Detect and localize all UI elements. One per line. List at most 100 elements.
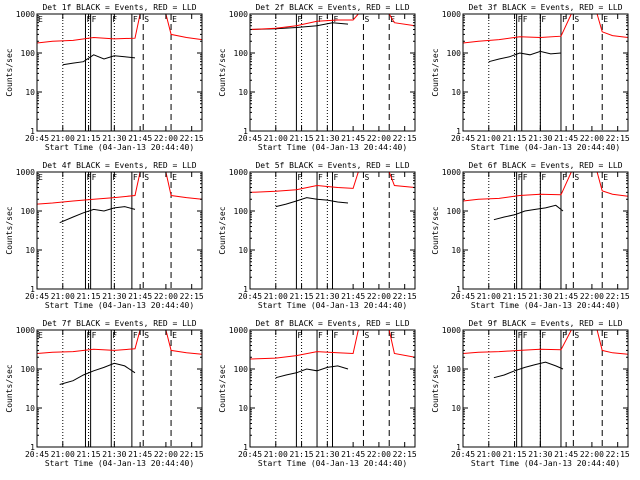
x-axis-label: Start Time (04-Jan-13 20:44:40) xyxy=(45,301,194,310)
x-tick-label: 22:15 xyxy=(606,134,630,143)
interval-marker-label: F xyxy=(318,15,323,24)
interval-marker-label: F xyxy=(92,331,97,340)
y-axis-label: Counts/sec xyxy=(218,364,227,412)
interval-marker-label: F xyxy=(86,173,91,182)
y-tick-label: 1 xyxy=(243,127,248,136)
y-tick-label: 1000 xyxy=(229,168,248,177)
y-tick-label: 1000 xyxy=(442,326,461,335)
plot-frame xyxy=(36,13,203,132)
x-tick-label: 21:45 xyxy=(341,292,365,301)
x-tick-label: 22:00 xyxy=(154,292,178,301)
x-tick-label: 21:00 xyxy=(477,292,501,301)
x-axis-label: Start Time (04-Jan-13 20:44:40) xyxy=(258,301,407,310)
y-tick-label: 1 xyxy=(456,127,461,136)
x-tick-label: 21:15 xyxy=(503,292,527,301)
x-tick-label: 21:15 xyxy=(290,450,314,459)
y-tick-label: 100 xyxy=(447,49,462,58)
interval-marker-label: F xyxy=(518,15,523,24)
y-axis-label: Counts/sec xyxy=(218,48,227,96)
x-tick-label: 21:15 xyxy=(290,292,314,301)
y-tick-label: 100 xyxy=(447,365,462,374)
y-tick-label: 10 xyxy=(238,88,248,97)
y-tick-label: 1000 xyxy=(16,326,35,335)
y-tick-label: 1 xyxy=(243,443,248,452)
y-tick-label: 100 xyxy=(234,49,249,58)
y-tick-label: 100 xyxy=(21,365,36,374)
x-tick-label: 21:45 xyxy=(341,450,365,459)
interval-marker-label: S xyxy=(144,15,149,24)
series-events xyxy=(59,206,136,224)
interval-marker-label: F xyxy=(112,331,117,340)
interval-marker-label: E xyxy=(38,331,43,340)
chart-title: Det 8f BLACK = Events, RED = LLD xyxy=(255,319,409,328)
interval-marker-label: F xyxy=(318,173,323,182)
x-tick-label: 21:30 xyxy=(102,450,126,459)
x-axis-label: Start Time (04-Jan-13 20:44:40) xyxy=(471,143,620,152)
x-axis-label: Start Time (04-Jan-13 20:44:40) xyxy=(258,459,407,468)
y-tick-label: 100 xyxy=(234,207,249,216)
interval-marker-label: F xyxy=(518,173,523,182)
interval-marker-label: F xyxy=(112,15,117,24)
y-tick-label: 1000 xyxy=(229,326,248,335)
y-tick-label: 100 xyxy=(234,365,249,374)
x-axis-label: Start Time (04-Jan-13 20:44:40) xyxy=(471,459,620,468)
chart-title: Det 2f BLACK = Events, RED = LLD xyxy=(255,3,409,12)
interval-marker-label: F xyxy=(334,173,339,182)
x-axis-label: Start Time (04-Jan-13 20:44:40) xyxy=(45,459,194,468)
interval-marker-label: S xyxy=(574,173,579,182)
chart-title: Det 9f BLACK = Events, RED = LLD xyxy=(468,319,622,328)
interval-marker-label: E xyxy=(172,15,177,24)
interval-marker-label: F xyxy=(318,331,323,340)
interval-marker-label: S xyxy=(364,15,369,24)
y-tick-label: 1000 xyxy=(229,10,248,19)
y-tick-label: 10 xyxy=(451,404,461,413)
interval-marker-label: F xyxy=(86,15,91,24)
x-tick-label: 20:45 xyxy=(238,292,262,301)
x-tick-label: 20:45 xyxy=(451,134,475,143)
y-tick-label: 10 xyxy=(25,246,35,255)
y-tick-label: 1 xyxy=(456,285,461,294)
x-tick-label: 21:00 xyxy=(51,134,75,143)
interval-marker-label: F xyxy=(562,173,567,182)
series-lld xyxy=(36,13,203,44)
x-tick-label: 21:15 xyxy=(77,450,101,459)
x-tick-label: 21:00 xyxy=(51,292,75,301)
x-tick-label: 22:15 xyxy=(393,292,417,301)
plot-frame xyxy=(249,13,416,132)
interval-marker-label: F xyxy=(92,173,97,182)
x-tick-label: 21:45 xyxy=(341,134,365,143)
series-lld xyxy=(36,329,203,355)
x-tick-label: 20:45 xyxy=(238,134,262,143)
interval-marker-label: S xyxy=(144,331,149,340)
x-tick-label: 21:45 xyxy=(554,450,578,459)
x-tick-label: 22:00 xyxy=(367,292,391,301)
x-tick-label: 22:15 xyxy=(606,450,630,459)
interval-marker-label: F xyxy=(133,331,138,340)
x-tick-label: 22:15 xyxy=(393,450,417,459)
x-tick-label: 21:00 xyxy=(264,450,288,459)
x-tick-label: 22:00 xyxy=(154,450,178,459)
x-tick-label: 22:00 xyxy=(154,134,178,143)
x-tick-label: 21:00 xyxy=(477,134,501,143)
series-lld xyxy=(249,329,416,360)
plot-frame xyxy=(462,171,629,290)
chart-panel: Det 5f BLACK = Events, RED = LLD F F F S E 1 10… xyxy=(218,161,417,310)
interval-marker-label: F xyxy=(334,331,339,340)
x-tick-label: 21:15 xyxy=(503,134,527,143)
y-axis-label: Counts/sec xyxy=(5,364,14,412)
x-tick-label: 20:45 xyxy=(25,450,49,459)
y-tick-label: 1 xyxy=(243,285,248,294)
interval-marker-label: F xyxy=(297,15,302,24)
y-tick-label: 1000 xyxy=(16,168,35,177)
plot-frame xyxy=(36,171,203,290)
interval-marker-label: F xyxy=(86,331,91,340)
x-tick-label: 22:00 xyxy=(580,450,604,459)
interval-marker-label: E xyxy=(390,331,395,340)
x-tick-label: 22:15 xyxy=(180,450,204,459)
x-tick-label: 21:00 xyxy=(477,450,501,459)
y-tick-label: 10 xyxy=(238,404,248,413)
